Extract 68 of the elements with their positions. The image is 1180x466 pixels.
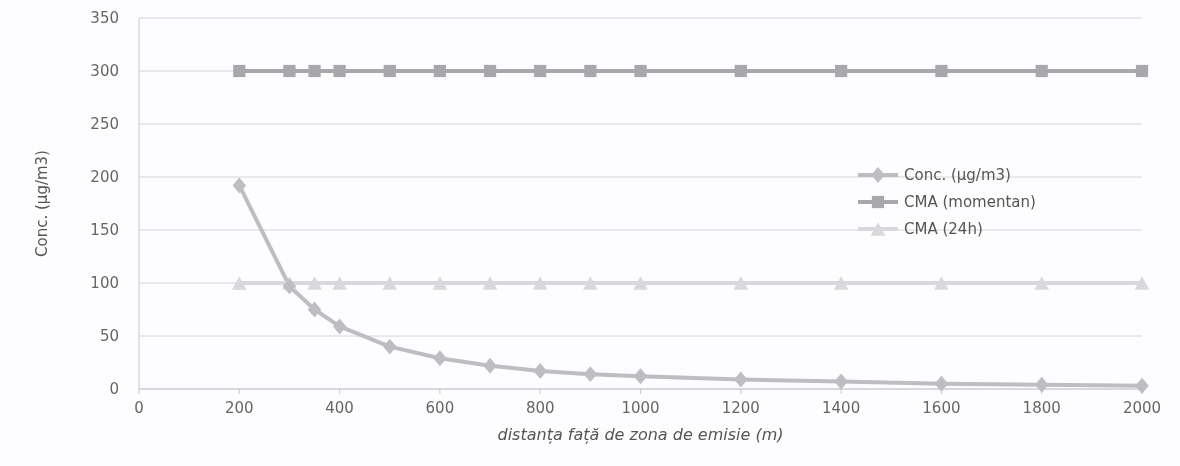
point: [483, 357, 497, 374]
point: [533, 363, 547, 379]
point: [1134, 276, 1150, 290]
point: [1034, 376, 1049, 393]
point: [734, 371, 748, 388]
y-tick-label: 150: [90, 221, 119, 239]
point: [934, 276, 949, 290]
point: [333, 64, 346, 78]
y-tick-label: 50: [99, 327, 119, 345]
point: [583, 276, 598, 290]
x-tick-label: 1600: [922, 399, 961, 417]
x-tick-label: 1200: [721, 399, 760, 417]
point: [307, 276, 322, 290]
point: [383, 338, 397, 355]
y-tick-label: 100: [90, 274, 119, 292]
point: [633, 368, 648, 385]
x-tick-label: 800: [525, 399, 555, 417]
point: [634, 64, 647, 78]
point: [633, 276, 648, 290]
point: [534, 64, 547, 78]
x-tick-label: 200: [224, 399, 254, 417]
point: [332, 318, 347, 335]
point: [532, 276, 548, 290]
y-tick-label: 250: [90, 115, 119, 133]
x-tick-label: 1000: [621, 399, 660, 417]
point: [733, 276, 749, 290]
y-tick-label: 0: [109, 380, 119, 398]
x-tick-label: 2000: [1122, 399, 1162, 417]
point: [383, 64, 396, 78]
x-tick-label: 1400: [822, 399, 861, 417]
point: [1034, 276, 1050, 290]
point: [734, 64, 747, 78]
point: [231, 276, 247, 290]
y-tick-label: 350: [90, 9, 119, 27]
point: [433, 350, 447, 367]
point: [232, 177, 247, 194]
point: [834, 373, 848, 390]
x-axis-title: distanța față de zona de emisie (m): [497, 425, 784, 444]
point: [483, 64, 497, 78]
point: [935, 64, 948, 78]
point: [834, 64, 848, 78]
legend-label: CMA (momentan): [904, 193, 1036, 211]
point: [1035, 64, 1048, 78]
point: [283, 64, 296, 78]
point: [482, 276, 498, 290]
point: [934, 375, 949, 392]
legend-label: Conc. (µg/m3): [904, 166, 1011, 184]
point: [1135, 377, 1149, 394]
y-tick-label: 300: [90, 62, 119, 80]
point: [432, 276, 448, 290]
x-tick-label: 400: [325, 399, 354, 417]
point: [433, 64, 447, 78]
x-tick-label: 600: [425, 399, 455, 417]
point: [332, 276, 347, 290]
point: [233, 64, 246, 78]
point: [1135, 64, 1149, 78]
point: [308, 64, 321, 78]
legend-label: CMA (24h): [904, 220, 983, 238]
x-tick-label: 0: [134, 399, 144, 417]
point: [584, 64, 597, 78]
y-tick-label: 200: [90, 168, 119, 186]
y-axis-title: Conc. (µg/m3): [33, 150, 51, 257]
point: [583, 366, 598, 383]
x-tick-label: 1800: [1022, 399, 1061, 417]
point: [307, 301, 322, 318]
point: [382, 276, 398, 290]
point: [282, 278, 297, 295]
point: [833, 276, 849, 290]
